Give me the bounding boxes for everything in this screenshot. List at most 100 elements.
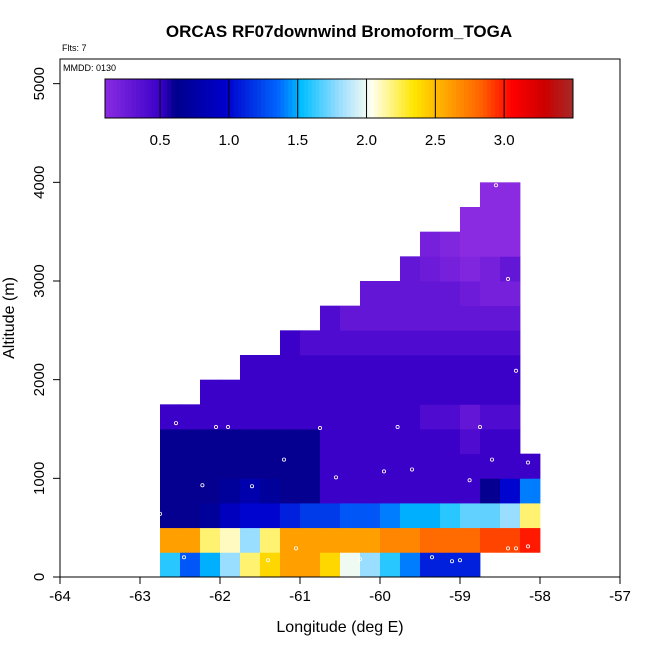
colorbar-segment	[233, 79, 239, 118]
heatmap-cell	[460, 256, 481, 282]
colorbar-segment	[378, 79, 383, 118]
colorbar-segment	[311, 79, 317, 118]
colorbar-frame	[104, 78, 574, 119]
heatmap-cell	[160, 527, 181, 553]
heatmap-cell	[440, 527, 461, 553]
observation-point	[514, 546, 519, 551]
colorbar-segment	[237, 79, 242, 118]
heatmap-cell	[220, 429, 241, 455]
heatmap-cell	[440, 404, 461, 430]
colorbar-segment	[432, 79, 437, 118]
colorbar-segment	[194, 79, 200, 118]
heatmap-cell	[300, 379, 321, 405]
heatmap-cell	[260, 355, 281, 381]
heatmap-cell	[340, 429, 361, 455]
chart-title: ORCAS RF07downwind Bromoform_TOGA	[166, 22, 512, 41]
heatmap-cell	[460, 207, 481, 233]
colorbar-segment	[452, 79, 457, 118]
heatmap-cell	[240, 527, 261, 553]
colorbar-segment	[346, 79, 352, 118]
colorbar-segment	[120, 79, 125, 118]
heatmap-cell	[500, 527, 521, 553]
heatmap-cell	[500, 182, 521, 208]
colorbar: 0.5 1.0 1.5 2.0 2.5 3.0	[104, 78, 574, 149]
heatmap-cell	[460, 404, 481, 430]
colorbar-segment	[288, 79, 293, 118]
heatmap-cell	[240, 453, 261, 479]
observation-point	[265, 558, 270, 563]
colorbar-segment	[350, 79, 356, 118]
colorbar-segment	[366, 79, 371, 118]
heatmap-cell	[280, 503, 301, 529]
heatmap-cell	[180, 478, 201, 504]
heatmap-cell	[420, 305, 441, 331]
heatmap-cell	[440, 305, 461, 331]
heatmap-cell	[420, 281, 441, 307]
heatmap-cell	[440, 478, 461, 504]
colorbar-segment	[397, 79, 402, 118]
heatmap-cell	[400, 503, 421, 529]
observation-point	[457, 558, 462, 563]
observation-point	[181, 555, 186, 560]
heatmap-cell	[200, 552, 221, 578]
heatmap-cell	[400, 256, 421, 282]
y-tick-label: 3000	[31, 264, 48, 297]
heatmap-cell	[480, 231, 501, 257]
heatmap-cell	[420, 379, 441, 405]
colorbar-segment	[342, 79, 348, 118]
heatmap-cell	[380, 404, 401, 430]
heatmap-cell	[200, 379, 221, 405]
heatmap-cell	[160, 552, 181, 578]
heatmap-cell	[340, 305, 361, 331]
heatmap-cell	[500, 429, 521, 455]
heatmap-cell	[400, 281, 421, 307]
y-axis: 0 1000 2000 3000 4000 5000	[31, 67, 60, 581]
heatmap-cell	[340, 552, 361, 578]
colorbar-segment	[459, 79, 465, 118]
heatmap-cell	[300, 527, 321, 553]
heatmap-cell	[300, 453, 321, 479]
observation-point	[357, 557, 362, 562]
heatmap-cells	[160, 182, 541, 578]
colorbar-segment	[140, 79, 145, 118]
heatmap-cell	[460, 231, 481, 257]
heatmap-cell	[200, 429, 221, 455]
heatmap-cell	[300, 429, 321, 455]
heatmap-cell	[320, 503, 341, 529]
heatmap-cell	[440, 231, 461, 257]
colorbar-segment	[467, 79, 473, 118]
heatmap-cell	[420, 330, 441, 356]
colorbar-segment	[385, 79, 391, 118]
heatmap-cell	[440, 503, 461, 529]
heatmap-cell	[360, 330, 381, 356]
heatmap-cell	[420, 552, 441, 578]
colorbar-segment	[510, 79, 515, 118]
heatmap-cell	[360, 552, 381, 578]
heatmap-cell	[180, 503, 201, 529]
observation-point	[213, 425, 218, 430]
colorbar-segment	[358, 79, 363, 118]
heatmap-cell	[160, 453, 181, 479]
heatmap-cell	[240, 429, 261, 455]
heatmap-cell	[480, 355, 501, 381]
heatmap-cell	[180, 453, 201, 479]
colorbar-segment	[475, 79, 480, 118]
colorbar-segment	[506, 79, 512, 118]
heatmap-cell	[400, 330, 421, 356]
heatmap-cell	[320, 478, 341, 504]
heatmap-cell	[460, 478, 481, 504]
colorbar-segment	[323, 79, 328, 118]
heatmap-cell	[320, 305, 341, 331]
heatmap-cell	[300, 355, 321, 381]
colorbar-segment	[401, 79, 406, 118]
colorbar-segment	[190, 79, 196, 118]
observation-point	[225, 425, 230, 430]
heatmap-cell	[480, 503, 501, 529]
heatmap-cell	[500, 404, 521, 430]
heatmap-cell	[160, 478, 181, 504]
heatmap-cell	[460, 503, 481, 529]
colorbar-segment	[249, 79, 254, 118]
heatmap-cell	[500, 231, 521, 257]
colorbar-segment	[292, 79, 297, 118]
heatmap-cell	[380, 281, 401, 307]
